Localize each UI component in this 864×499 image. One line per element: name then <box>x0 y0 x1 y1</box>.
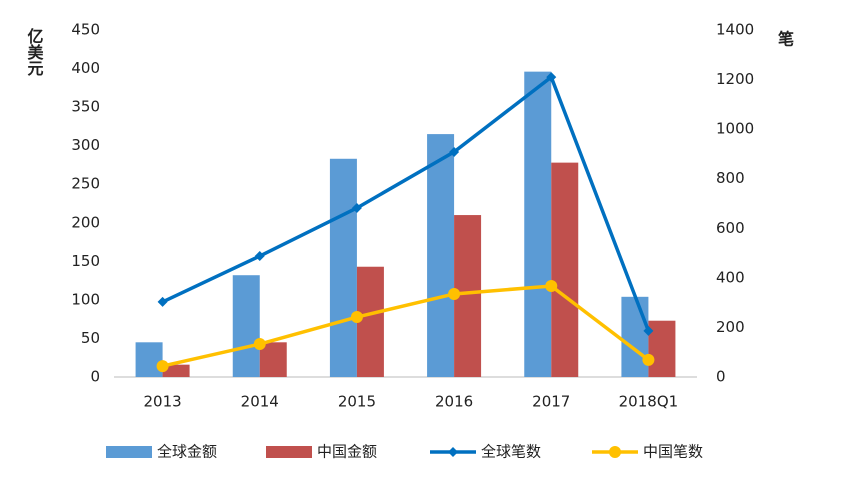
x-tick-label: 2015 <box>338 393 376 411</box>
legend-label: 中国笔数 <box>643 443 703 461</box>
line-marker <box>254 251 265 262</box>
y-tick-label: 250 <box>71 175 100 193</box>
y-tick-label: 400 <box>71 59 100 77</box>
bar <box>621 296 649 377</box>
y-tick-label: 350 <box>71 98 100 116</box>
legend-swatch <box>106 446 152 458</box>
y-tick-label: 100 <box>71 290 100 308</box>
line-marker <box>157 296 168 307</box>
bar <box>162 364 190 377</box>
line-marker <box>351 202 362 213</box>
y2-tick-label: 1200 <box>716 70 754 88</box>
y2-tick-label: 0 <box>716 368 726 386</box>
line-marker <box>253 338 266 351</box>
legend-label: 中国金额 <box>317 443 377 461</box>
x-tick-label: 2016 <box>435 393 473 411</box>
y-tick-label: 450 <box>71 21 100 39</box>
legend-marker <box>609 446 621 458</box>
x-tick-label: 2014 <box>241 393 279 411</box>
bar <box>356 266 384 377</box>
y-tick-label: 300 <box>71 136 100 154</box>
line-marker <box>449 146 460 157</box>
line-marker <box>448 287 461 300</box>
line-marker <box>156 360 169 373</box>
y2-tick-label: 800 <box>716 169 745 187</box>
bar <box>259 342 287 377</box>
y-tick-label: 50 <box>81 329 100 347</box>
y2-tick-label: 1400 <box>716 21 754 39</box>
y2-axis-title: 笔 <box>778 30 794 49</box>
bar <box>551 162 579 377</box>
bar <box>135 342 163 377</box>
legend-marker <box>448 447 458 457</box>
line-marker <box>642 353 655 366</box>
x-tick-label: 2017 <box>532 393 570 411</box>
line-marker <box>546 72 557 83</box>
y2-tick-label: 600 <box>716 219 745 237</box>
bar <box>427 134 455 377</box>
y-tick-label: 200 <box>71 213 100 231</box>
bar <box>648 320 676 377</box>
legend-label: 全球笔数 <box>481 443 541 461</box>
legend-label: 全球金额 <box>157 443 217 461</box>
line-marker <box>643 325 654 336</box>
y2-tick-label: 200 <box>716 318 745 336</box>
line <box>162 284 650 368</box>
y-axis-title: 亿美元 <box>25 27 44 76</box>
y2-tick-label: 400 <box>716 268 745 286</box>
y-tick-label: 150 <box>71 252 100 270</box>
bar <box>329 158 357 377</box>
x-tick-label: 2013 <box>143 393 181 411</box>
bar <box>232 275 260 377</box>
y-tick-label: 0 <box>90 368 100 386</box>
line <box>161 74 651 332</box>
line-marker <box>545 280 558 293</box>
bar <box>524 71 552 377</box>
x-tick-label: 2018Q1 <box>619 393 679 411</box>
legend-swatch <box>266 446 312 458</box>
y2-tick-label: 1000 <box>716 120 754 138</box>
line-marker <box>350 311 363 324</box>
